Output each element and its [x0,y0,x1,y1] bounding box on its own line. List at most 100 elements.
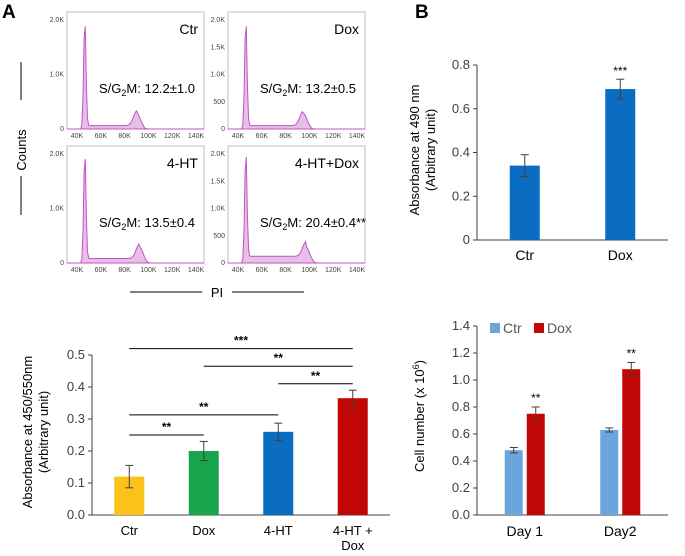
flow-histogram-curve [228,26,365,130]
flow-sample-label: Ctr [179,21,198,37]
flow-plot-frame [66,11,205,130]
abs490-y-tick: 0 [463,232,470,247]
abs490-y-tick: 0.2 [452,188,470,203]
cellnum-x-tick: Day 1 [506,523,543,539]
flow-x-tick: 40K [232,267,245,274]
cell-number-chart: Cell number (x 106) 0.0 0.2 0.4 0.6 0.8 1.0 1.… [411,318,668,539]
flow-x-tick: 80K [118,133,131,140]
flow-y-tick: 1.0K [211,72,226,79]
abs450-ylabel-1: Absorbance at 450/550nm [20,356,35,509]
flow-x-tick: 140K [188,133,205,140]
flow-y-tick: 2.0K [50,151,65,158]
cellnum-x-tick: Day2 [604,523,637,539]
panel-label-b: B [415,2,429,23]
flow-y-tick: 1.5K [211,178,226,185]
flow-plot-frame [66,145,205,264]
flow-x-axis-label: PI [130,285,304,300]
abs450-bar [188,451,219,515]
flow-plot-1: 0 1.0K 2.0K 40K 60K 80K 100K 120K 140K Ctr S/G2M: … [50,11,205,140]
flow-y-axis-label: Counts [14,62,29,215]
abs450-y-tick: 0.2 [67,443,85,458]
flow-x-tick: 40K [71,267,84,274]
flow-y-tick: 0 [60,126,64,133]
abs490-bar [509,165,540,240]
counts-label: Counts [14,129,29,171]
flow-x-tick: 120K [164,133,181,140]
abs450-significance-label: ** [162,420,172,434]
cellnum-significance: ** [531,391,541,405]
flow-x-tick: 80K [279,267,292,274]
cellnum-y-tick: 0.4 [452,453,470,468]
cellnum-y-tick: 0.0 [452,507,470,522]
abs490-ylabel-1: Absorbance at 490 nm [407,85,422,216]
cellnum-y-tick: 0.2 [452,480,470,495]
flow-histogram-curve [228,156,365,264]
flow-y-tick: 1.0K [211,206,226,213]
flow-y-tick: 2.0K [50,17,65,24]
abs450-x-tick: 4-HT [264,523,293,538]
cellnum-bar-dox [622,369,641,515]
flow-x-tick: 100K [140,267,157,274]
cellnum-legend-label: Ctr [503,320,522,336]
pi-label: PI [211,285,223,300]
flow-x-tick: 100K [301,267,318,274]
flow-y-tick: 0 [221,260,225,267]
cellnum-legend-swatch [490,323,500,333]
abs450-y-tick: 0.1 [67,475,85,490]
flow-x-tick: 80K [279,133,292,140]
flow-x-tick: 140K [188,267,205,274]
cellnum-bar-ctr [504,450,523,515]
cellnum-significance: ** [627,346,637,360]
cellnum-y-tick: 0.6 [452,426,470,441]
abs450-y-tick: 0.5 [67,347,85,362]
flow-y-tick: 500 [213,233,225,240]
flow-x-tick: 60K [95,133,108,140]
cellnum-bar-dox [526,413,545,515]
abs490-ylabel-2: (Arbitrary unit) [423,109,438,191]
flow-x-tick: 140K [349,267,366,274]
panel-label-a: A [2,2,16,23]
abs450-significance-label: ** [274,351,284,365]
cellnum-bar-ctr [600,429,619,515]
cellnum-ylabel: Cell number (x 106) [411,360,427,472]
cellnum-y-tick: 1.2 [452,345,470,360]
abs490-y-tick: 0.8 [452,57,470,72]
abs450-x-tick: Ctr [121,523,139,538]
abs450-significance-label: *** [234,334,248,348]
flow-sg2m-stat: S/G2M: 13.5±0.4 [99,215,195,232]
abs450-significance-label: ** [199,400,209,414]
abs490-bar [605,89,636,240]
absorbance-450-chart: Absorbance at 450/550nm (Arbitrary unit)… [20,334,390,553]
flow-y-tick: 0 [60,260,64,267]
cellnum-legend-label: Dox [547,320,572,336]
abs450-bar [263,431,294,515]
abs450-ylabel-2: (Arbitrary unit) [36,391,51,473]
flow-plot-2: 0 500 1.0K 1.5K 2.0K 40K 60K 80K 100K 120K 140K Dox… [211,11,366,140]
abs450-x-tick: 4-HT + [333,523,373,538]
abs450-bar [337,398,368,515]
flow-x-tick: 100K [301,133,318,140]
flow-plot-frame [227,145,366,264]
flow-y-tick: 500 [213,99,225,106]
abs450-y-tick: 0.0 [67,507,85,522]
flow-sg2m-stat: S/G2M: 13.2±0.5 [260,81,356,98]
flow-y-tick: 1.0K [50,206,65,213]
flow-x-tick: 60K [256,267,269,274]
flow-sg2m-stat: S/G2M: 12.2±1.0 [99,81,195,98]
absorbance-490-chart: Absorbance at 490 nm (Arbitrary unit) 0 0… [407,57,668,263]
flow-sample-label: 4-HT+Dox [295,155,359,171]
abs450-x-tick-sub: Dox [341,538,365,553]
flow-x-tick: 40K [71,133,84,140]
flow-plot-4: 0 500 1.0K 1.5K 2.0K 40K 60K 80K 100K 120K 140K 4-H… [211,145,366,274]
flow-histogram-curve [67,26,204,130]
abs450-x-tick: Dox [192,523,216,538]
flow-sample-label: 4-HT [167,155,199,171]
flow-x-tick: 120K [164,267,181,274]
flow-histogram-curve [67,159,204,264]
flow-x-tick: 120K [325,133,342,140]
flow-histograms: 0 1.0K 2.0K 40K 60K 80K 100K 120K 140K Ctr S/G2M: … [50,11,366,274]
flow-y-tick: 1.0K [50,72,65,79]
abs450-significance-label: ** [311,369,321,383]
flow-x-tick: 80K [118,267,131,274]
